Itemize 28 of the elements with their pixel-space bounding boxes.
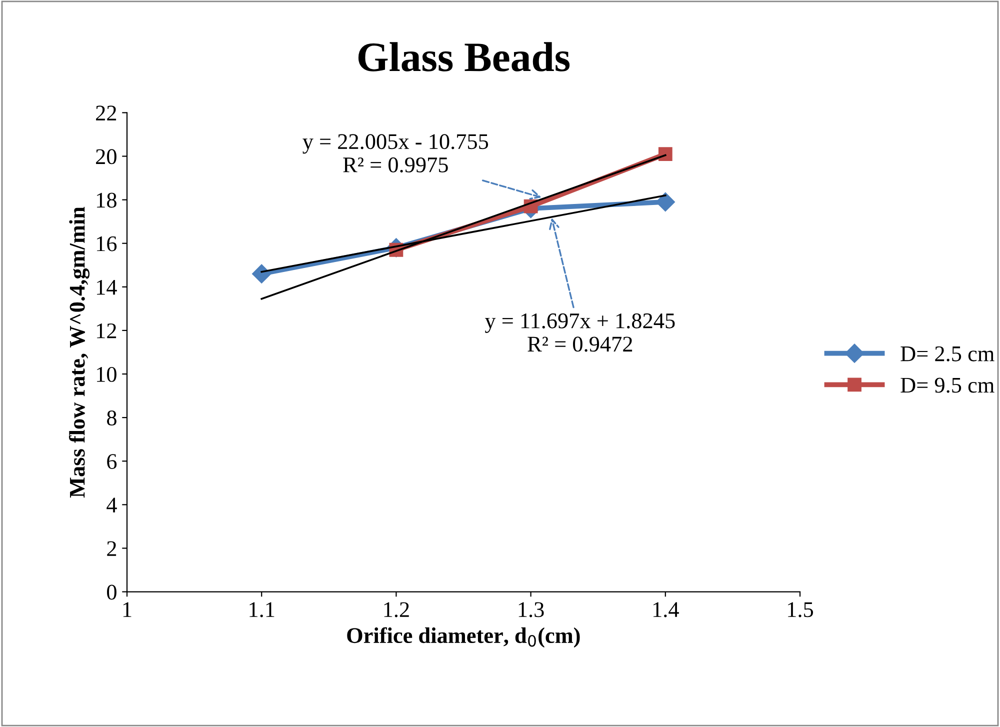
x-tick-label: 1.2 bbox=[384, 602, 409, 618]
y-tick-label: 4 bbox=[106, 498, 117, 512]
y-tick-label: 2 bbox=[107, 541, 116, 556]
x-axis-title: Orifice diameter, d$_{0}$(cm) bbox=[347, 627, 580, 648]
y-tick-label: 22 bbox=[96, 106, 116, 120]
legend-label: D= 2.5 cm bbox=[900, 346, 994, 362]
x-tick-label: 1.1 bbox=[250, 602, 274, 618]
point bbox=[252, 264, 272, 284]
chart-title: Glass Beads bbox=[358, 42, 570, 72]
y-tick-label: 20 bbox=[96, 149, 116, 164]
annotation: y = 22.005x - 10.755 R² = 0.9975 bbox=[302, 134, 488, 172]
x-tick-label: 1.4 bbox=[653, 602, 679, 618]
x-tick-label: 1.3 bbox=[518, 602, 544, 618]
y-tick-label: 10 bbox=[97, 366, 116, 382]
legend-label: D= 9.5 cm bbox=[900, 378, 994, 393]
y-tick-label: 8 bbox=[107, 410, 116, 426]
x-tick-label: 1.5 bbox=[788, 602, 814, 618]
y-tick-label: 14 bbox=[97, 280, 117, 295]
y-tick-label: 18 bbox=[97, 192, 116, 208]
y-tick-label: 16 bbox=[97, 236, 117, 252]
y-axis-title: Mass flow rate, W^0.4,gm/min bbox=[68, 206, 90, 498]
annotation: y = 11.697x + 1.8245 R² = 0.9472 bbox=[484, 313, 675, 352]
y-tick-label: 0 bbox=[107, 584, 116, 600]
y-tick-label: 12 bbox=[97, 323, 116, 338]
x-tick-label: 1 bbox=[123, 602, 132, 617]
point bbox=[656, 192, 675, 212]
point bbox=[658, 147, 672, 162]
y-tick-label: 6 bbox=[107, 454, 117, 470]
